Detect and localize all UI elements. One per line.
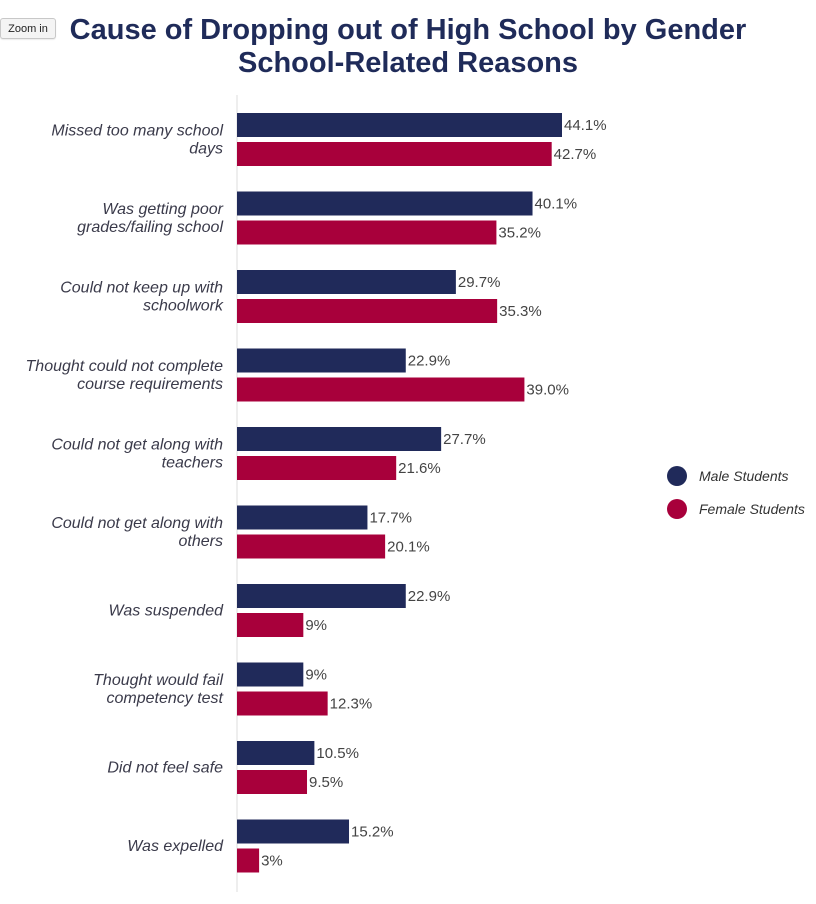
male-value-label: 40.1% <box>535 196 578 213</box>
category-label-line: Was getting poor <box>102 201 223 218</box>
male-value-label: 29.7% <box>458 274 501 291</box>
category-label: Thought would fail competency test <box>93 672 223 707</box>
category-label: Was getting poor grades/failing school <box>77 201 224 236</box>
male-bar <box>237 505 368 530</box>
category-label-line: others <box>179 533 223 550</box>
chart-title-line-1: Cause of Dropping out of High School by … <box>69 14 747 46</box>
category-label: Was expelled <box>127 838 224 855</box>
female-value-label: 12.3% <box>330 696 373 713</box>
legend-label-male: Male Students <box>699 468 789 484</box>
female-value-label: 21.6% <box>398 460 441 477</box>
legend-label-female: Female Students <box>699 501 805 517</box>
male-value-label: 27.7% <box>443 431 486 448</box>
category-label-line: Could not keep up with <box>60 280 223 297</box>
male-bar <box>237 662 304 687</box>
category-label-line: days <box>189 141 223 158</box>
category-label: Was suspended <box>109 603 225 620</box>
category-label-line: Thought could not complete <box>26 358 224 375</box>
category-label-line: Thought would fail <box>93 672 223 689</box>
male-value-label: 10.5% <box>316 745 359 762</box>
male-bar <box>237 427 442 451</box>
male-value-label: 9% <box>305 667 327 684</box>
female-bar <box>237 613 304 637</box>
female-bar <box>237 377 525 402</box>
male-bar <box>237 584 406 608</box>
male-value-label: 15.2% <box>351 824 394 841</box>
legend-marker-male <box>667 466 687 486</box>
zoom-in-button[interactable]: Zoom in <box>0 18 56 39</box>
chart-title-line-2: School-Related Reasons <box>237 47 579 79</box>
female-bar <box>237 456 397 480</box>
category-label-line: grades/failing school <box>77 219 223 236</box>
category-label-line: Was suspended <box>109 603 225 620</box>
female-bar <box>237 142 552 166</box>
category-label-line: Did not feel safe <box>107 760 223 777</box>
category-label-line: course requirements <box>77 376 223 393</box>
female-value-label: 42.7% <box>554 146 597 163</box>
category-label: Could not get along with teachers <box>51 437 223 472</box>
female-bar <box>237 691 328 716</box>
male-bar <box>237 348 406 373</box>
female-bar <box>237 299 498 323</box>
category-label-line: Missed too many school <box>51 123 223 140</box>
female-value-label: 20.1% <box>387 539 430 556</box>
male-bar <box>237 113 562 137</box>
female-value-label: 35.2% <box>498 225 541 242</box>
male-bar <box>237 270 456 294</box>
female-bar <box>237 848 260 873</box>
male-value-label: 17.7% <box>369 510 412 527</box>
female-value-label: 9% <box>305 617 327 634</box>
male-value-label: 22.9% <box>408 588 451 605</box>
category-label-line: Could not get along with <box>51 515 223 532</box>
female-bar <box>237 770 308 794</box>
category-label-line: competency test <box>107 690 224 707</box>
category-label-line: Could not get along with <box>51 437 223 454</box>
category-label: Could not keep up with schoolwork <box>60 280 224 315</box>
male-bar <box>237 819 350 844</box>
male-bar <box>237 191 533 216</box>
female-value-label: 9.5% <box>309 774 343 791</box>
female-value-label: 35.3% <box>499 303 542 320</box>
male-value-label: 44.1% <box>564 117 607 134</box>
category-label: Missed too many school days <box>51 123 223 158</box>
category-label: Could not get along with others <box>51 515 223 550</box>
female-bar <box>237 534 386 559</box>
legend-marker-female <box>667 499 687 519</box>
category-label-line: schoolwork <box>143 298 224 315</box>
female-bar <box>237 220 497 245</box>
male-value-label: 22.9% <box>408 353 451 370</box>
category-label-line: teachers <box>162 455 223 472</box>
male-bar <box>237 741 315 765</box>
category-label-line: Was expelled <box>127 838 224 855</box>
chart-title: Cause of Dropping out of High School by … <box>0 14 816 80</box>
category-label: Did not feel safe <box>107 760 223 777</box>
female-value-label: 3% <box>261 853 283 870</box>
female-value-label: 39.0% <box>526 382 569 399</box>
category-label: Thought could not complete course require… <box>26 358 224 393</box>
